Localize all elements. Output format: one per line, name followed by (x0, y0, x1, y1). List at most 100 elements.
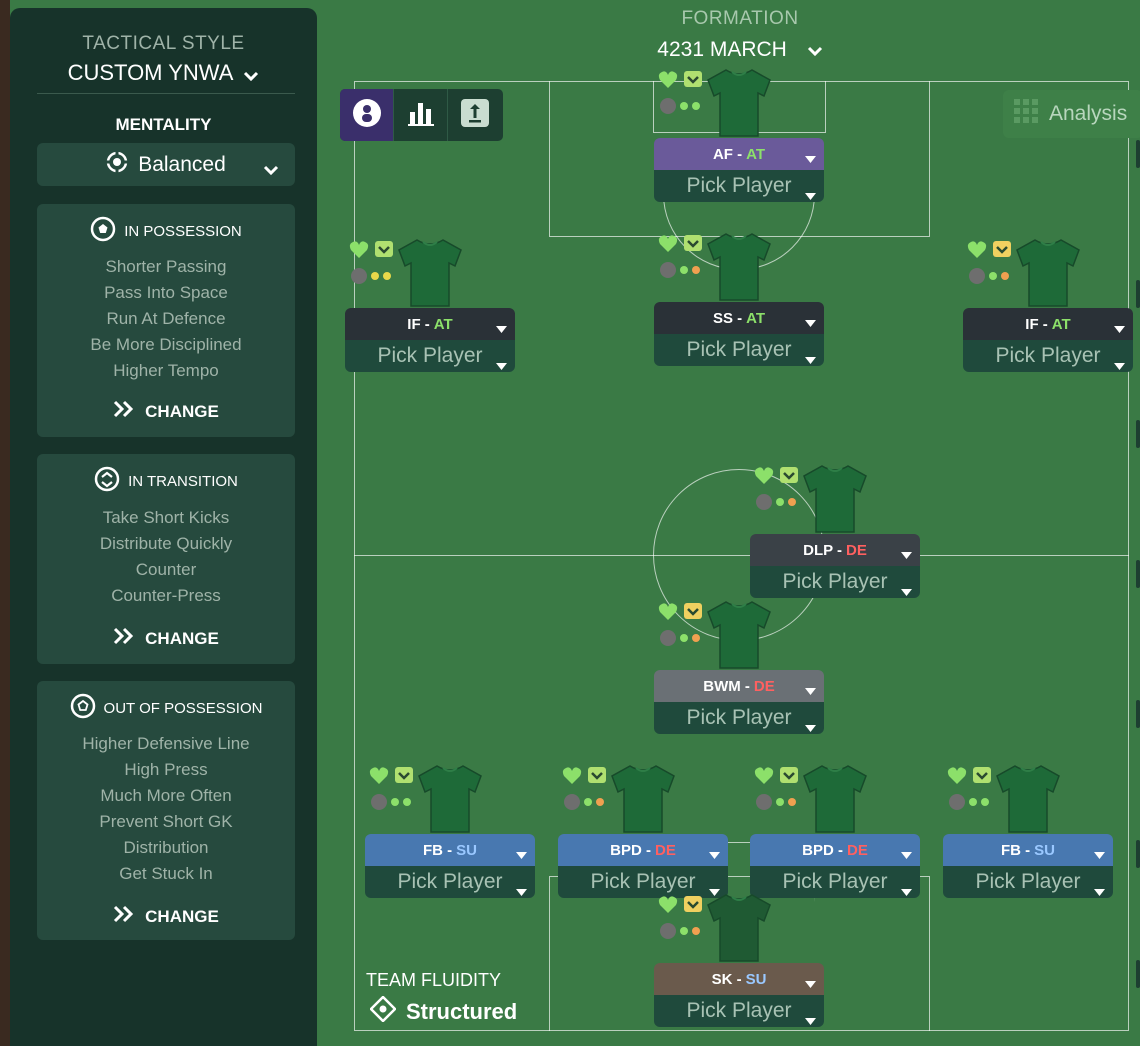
in-transition-change-button[interactable]: CHANGE (37, 627, 295, 650)
player-slot-dlp: DLP - DE Pick Player (750, 534, 920, 598)
duty-label: DE (753, 677, 775, 695)
list-item: Prevent Short GK (99, 812, 233, 831)
role-name: FB - (1000, 841, 1031, 859)
caret-down-icon (805, 150, 816, 167)
bar-chart-icon (407, 100, 435, 131)
analysis-button[interactable]: Analysis (1003, 90, 1140, 138)
in-possession-header: IN POSSESSION (37, 216, 295, 246)
mentality-value: Balanced (138, 152, 226, 176)
player-shirt-icon (1013, 236, 1083, 313)
role-selector[interactable]: BWM - DE (654, 670, 824, 702)
role-selector[interactable]: DLP - DE (750, 534, 920, 566)
view-toolbar (340, 89, 503, 141)
role-selector[interactable]: FB - SU (943, 834, 1113, 866)
pick-player-dropdown[interactable]: Pick Player (750, 566, 920, 598)
player-status-indicators (658, 602, 718, 657)
player-shirt-icon (608, 762, 678, 839)
caret-down-icon (805, 182, 816, 202)
list-item: Distribute Quickly (99, 534, 233, 553)
tactical-style-selector[interactable]: CUSTOM YNWA (10, 60, 317, 87)
player-shirt-icon (704, 891, 774, 968)
player-status-indicators (658, 70, 718, 125)
person-icon (352, 98, 382, 133)
role-selector[interactable]: SS - AT (654, 302, 824, 334)
pick-player-label: Pick Player (686, 706, 792, 729)
player-slot-fb_l: FB - SU Pick Player (365, 834, 535, 898)
pick-player-dropdown[interactable]: Pick Player (345, 340, 515, 372)
upload-icon (460, 98, 490, 133)
role-name: AF - (712, 145, 743, 163)
transition-icon (94, 466, 120, 496)
scroll-tick (1136, 140, 1140, 168)
pick-player-dropdown[interactable]: Pick Player (654, 995, 824, 1027)
player-status-indicators (754, 766, 814, 821)
player-status-indicators (562, 766, 622, 821)
heart-icon (947, 767, 967, 784)
grid-icon (1013, 98, 1039, 130)
role-selector[interactable]: IF - AT (345, 308, 515, 340)
player-slot-bwm: BWM - DE Pick Player (654, 670, 824, 734)
caret-down-icon (901, 846, 912, 863)
in-transition-header: IN TRANSITION (37, 466, 295, 496)
pick-player-dropdown[interactable]: Pick Player (654, 170, 824, 202)
role-selector[interactable]: IF - AT (963, 308, 1133, 340)
pick-player-dropdown[interactable]: Pick Player (365, 866, 535, 898)
player-shirt-icon (704, 66, 774, 143)
role-name: IF - (407, 315, 430, 333)
chevron-down-icon (807, 38, 823, 62)
formation-selector[interactable]: 4231 MARCH (620, 38, 860, 62)
in-transition-title: IN TRANSITION (128, 472, 238, 490)
role-name: BWM - (703, 677, 750, 695)
ball-icon (90, 216, 116, 246)
list-item: Pass Into Space (104, 283, 228, 302)
player-shirt-icon (800, 762, 870, 839)
out-of-possession-title: OUT OF POSSESSION (103, 699, 263, 717)
caret-down-icon (1114, 320, 1125, 337)
duty-label: AT (746, 309, 766, 327)
mentality-dropdown[interactable]: Balanced (37, 143, 295, 186)
role-selector[interactable]: BPD - DE (558, 834, 728, 866)
ball-outline-icon (70, 693, 96, 723)
pick-player-label: Pick Player (995, 344, 1101, 367)
role-selector[interactable]: FB - SU (365, 834, 535, 866)
player-slot-ss: SS - AT Pick Player (654, 302, 824, 366)
pick-player-label: Pick Player (686, 174, 792, 197)
role-selector[interactable]: BPD - DE (750, 834, 920, 866)
pick-player-dropdown[interactable]: Pick Player (963, 340, 1133, 372)
analysis-label: Analysis (1049, 102, 1128, 125)
pick-player-dropdown[interactable]: Pick Player (943, 866, 1113, 898)
caret-down-icon (805, 975, 816, 992)
stats-view-button[interactable] (394, 89, 448, 141)
list-item: Run At Defence (106, 309, 226, 328)
player-view-button[interactable] (340, 89, 394, 141)
in-possession-panel: IN POSSESSION Shorter Passing Pass Into … (37, 204, 295, 437)
heart-icon (967, 241, 987, 258)
pick-player-label: Pick Player (686, 999, 792, 1022)
caret-down-icon (901, 546, 912, 563)
player-shirt-icon (415, 762, 485, 839)
double-chevron-right-icon (113, 905, 135, 928)
tactical-style-value: CUSTOM YNWA (67, 60, 234, 85)
team-fluidity-label: TEAM FLUIDITY (366, 970, 502, 990)
duty-label: SU (456, 841, 477, 859)
pick-player-dropdown[interactable]: Pick Player (558, 866, 728, 898)
role-selector[interactable]: SK - SU (654, 963, 824, 995)
scroll-tick (1136, 420, 1140, 448)
out-of-possession-change-button[interactable]: CHANGE (37, 905, 295, 928)
in-possession-title: IN POSSESSION (124, 222, 242, 240)
player-shirt-icon (704, 230, 774, 307)
upload-view-button[interactable] (448, 89, 502, 141)
role-selector[interactable]: AF - AT (654, 138, 824, 170)
pick-player-dropdown[interactable]: Pick Player (654, 334, 824, 366)
mentality-label: MENTALITY (115, 115, 212, 134)
pick-player-dropdown[interactable]: Pick Player (654, 702, 824, 734)
left-edge-strip (0, 0, 10, 1046)
role-name: BPD - (610, 841, 651, 859)
role-name: DLP - (803, 541, 843, 559)
caret-down-icon (496, 352, 507, 372)
out-of-possession-panel: OUT OF POSSESSION Higher Defensive Line … (37, 681, 295, 940)
in-possession-change-button[interactable]: CHANGE (37, 400, 295, 423)
player-status-indicators (658, 895, 718, 950)
pick-player-dropdown[interactable]: Pick Player (750, 866, 920, 898)
pick-player-label: Pick Player (377, 344, 483, 367)
